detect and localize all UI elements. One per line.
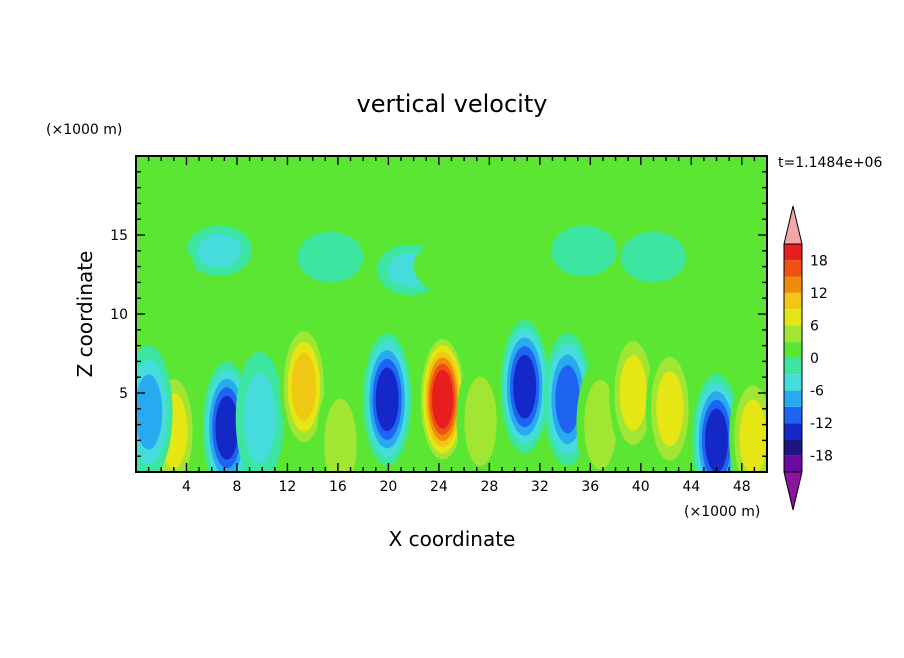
x-tick-label: 48 xyxy=(733,479,751,495)
contour-feature xyxy=(729,370,767,472)
contour-level xyxy=(413,241,480,292)
chart-title: vertical velocity xyxy=(357,90,548,118)
colorbar-bin xyxy=(784,260,802,277)
x-tick-label: 12 xyxy=(279,479,297,495)
contour-level xyxy=(432,369,454,429)
contour-feature xyxy=(551,225,617,277)
colorbar-tick-label: 6 xyxy=(810,318,819,334)
x-axis-unit: (×1000 m) xyxy=(684,504,760,520)
contour-level xyxy=(696,212,762,264)
contour-feature xyxy=(279,320,328,454)
x-tick-label: 32 xyxy=(531,479,549,495)
contour-feature xyxy=(136,241,195,292)
contour-feature xyxy=(456,355,505,472)
y-tick-label: 5 xyxy=(119,386,128,402)
contour-feature xyxy=(186,225,253,277)
colorbar-bin xyxy=(784,374,802,391)
contour-level xyxy=(620,231,687,283)
contour-level xyxy=(197,233,242,268)
y-axis-unit: (×1000 m) xyxy=(46,122,122,138)
contour-feature xyxy=(316,377,365,472)
y-tick-label: 10 xyxy=(110,307,128,323)
contour-level xyxy=(513,354,537,419)
colorbar-tick-label: -12 xyxy=(810,416,833,432)
x-tick-label: 16 xyxy=(329,479,347,495)
x-tick-label: 40 xyxy=(632,479,650,495)
contour-feature xyxy=(235,351,284,472)
colorbar-over-arrow xyxy=(783,205,803,245)
colorbar-tick-label: -6 xyxy=(810,384,824,400)
contour-feature xyxy=(363,332,412,466)
contour-level xyxy=(291,352,317,421)
contour-level xyxy=(584,379,617,470)
contour-level xyxy=(739,399,767,472)
colorbar-bin xyxy=(784,325,802,342)
contour-feature xyxy=(297,231,364,283)
colorbar-bin xyxy=(784,439,802,456)
colorbar-tick-label: 0 xyxy=(810,351,819,367)
contour-feature xyxy=(136,345,173,472)
contour-level xyxy=(375,367,399,432)
x-tick-label: 20 xyxy=(379,479,397,495)
contour-feature xyxy=(500,320,549,454)
contour-level xyxy=(243,373,276,464)
contour-level xyxy=(136,241,195,292)
contour-feature xyxy=(418,332,467,466)
contour-level xyxy=(705,408,729,472)
colorbar-under-arrow xyxy=(783,471,803,511)
contour-level xyxy=(656,371,684,447)
x-tick-label: 8 xyxy=(232,479,241,495)
colorbar-bin xyxy=(784,455,802,472)
x-axis-label: X coordinate xyxy=(389,527,516,551)
colorbar-frame xyxy=(783,243,803,473)
colorbar: 18 12 6 0 -6 -12 -18 xyxy=(783,205,833,511)
colorbar-bin xyxy=(784,292,802,310)
x-tick-label: 28 xyxy=(480,479,498,495)
colorbar-bin xyxy=(784,390,802,407)
contour-level xyxy=(551,225,617,277)
y-axis-label: Z coordinate xyxy=(73,251,97,378)
colorbar-bin xyxy=(784,244,802,261)
contour-level xyxy=(215,395,239,460)
colorbar-tick-label: 18 xyxy=(810,253,828,269)
contour-feature xyxy=(464,181,530,232)
colorbar-bin xyxy=(784,406,802,424)
contour-level xyxy=(464,376,497,467)
contour-feature xyxy=(696,212,762,264)
x-tick-label: 4 xyxy=(182,479,191,495)
contour-feature xyxy=(413,241,480,292)
colorbar-bin xyxy=(784,341,802,358)
contour-level xyxy=(464,181,530,232)
colorbar-bin xyxy=(784,358,802,375)
contour-level xyxy=(555,365,580,434)
timestamp-label: t=1.1484e+06 xyxy=(778,155,882,171)
x-tick-label: 44 xyxy=(682,479,700,495)
contour-level xyxy=(324,398,357,472)
contour-level xyxy=(136,374,163,450)
contour-feature xyxy=(645,342,694,472)
y-tick-label: 15 xyxy=(110,228,128,244)
contour-level xyxy=(297,231,364,283)
contour-feature xyxy=(692,374,741,472)
colorbar-bin xyxy=(784,276,802,293)
contour-feature xyxy=(620,231,687,283)
colorbar-bin xyxy=(784,423,802,440)
colorbar-tick-label: -18 xyxy=(810,449,833,465)
x-tick-label: 36 xyxy=(581,479,599,495)
x-tick-label: 24 xyxy=(430,479,448,495)
colorbar-bin xyxy=(784,309,802,326)
contour-level xyxy=(619,355,647,431)
contour-feature xyxy=(609,326,658,460)
colorbar-tick-label: 12 xyxy=(810,286,828,302)
contour-field xyxy=(136,156,767,472)
